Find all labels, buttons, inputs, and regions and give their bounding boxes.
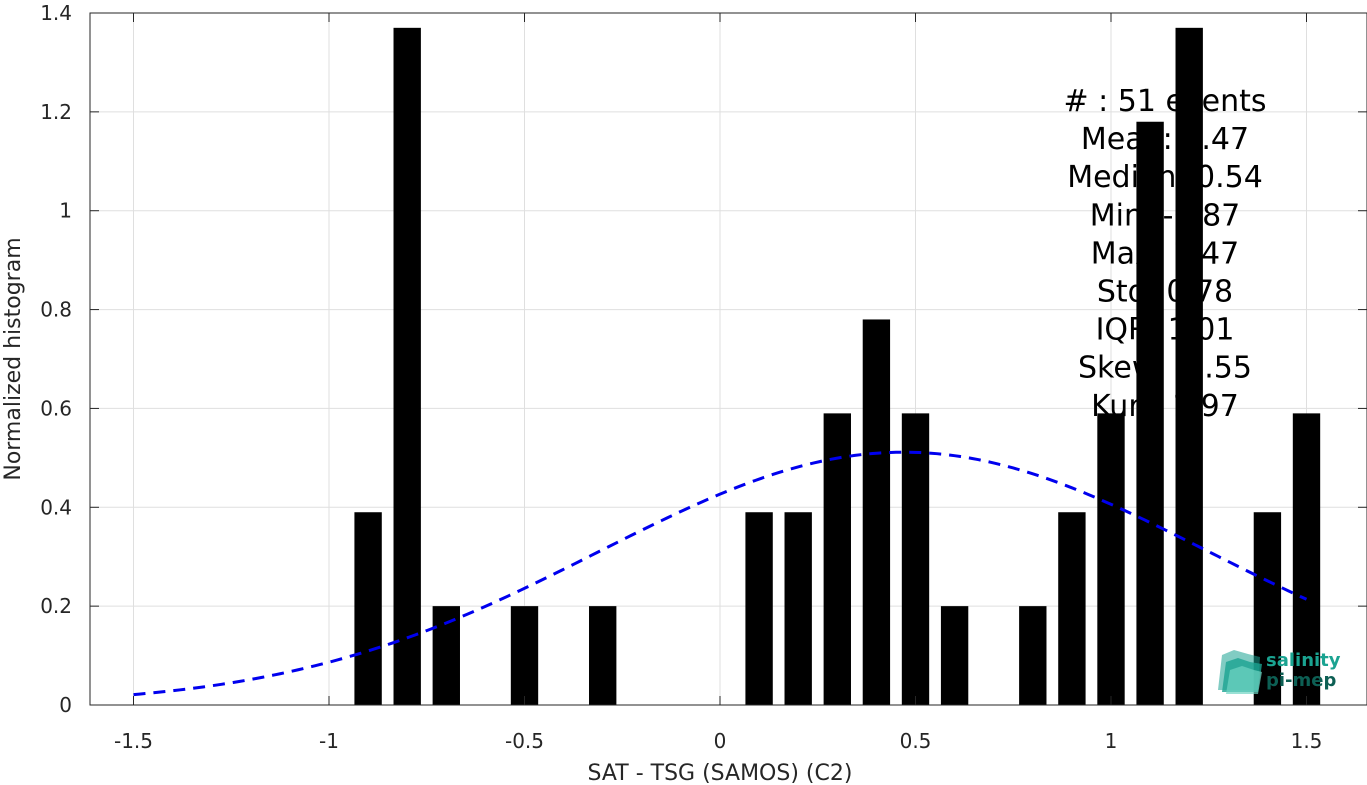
histogram-bar: [354, 512, 382, 705]
y-axis-label: Normalized histogram: [1, 237, 26, 480]
logo-waves-icon: [1218, 650, 1262, 694]
histogram-bar: [1097, 413, 1125, 705]
histogram-bars: [354, 27, 1321, 706]
x-axis-label: SAT - TSG (SAMOS) (C2): [588, 761, 853, 785]
x-tick-label: 1.5: [1291, 729, 1323, 753]
histogram-bar: [1019, 606, 1047, 705]
statistics-line: Max: 1.47: [1091, 236, 1239, 271]
y-tick-label: 0.6: [40, 396, 72, 420]
logo-text-salinity: salinity: [1266, 650, 1341, 671]
histogram-bar: [589, 606, 617, 705]
x-tick-label: -1: [319, 729, 339, 753]
histogram-bar: [393, 27, 421, 706]
normal-fit-curve: [133, 450, 1308, 697]
histogram-bar: [823, 413, 851, 705]
plot-frame: [89, 12, 1367, 706]
statistics-line: Min: -0.87: [1090, 198, 1241, 233]
x-tick-labels: -1.5 -1 -0.5 0 0.5 1 1.5: [114, 729, 1322, 753]
statistics-line: # : 51 events: [1063, 84, 1266, 119]
x-tick-label: -0.5: [505, 729, 544, 753]
histogram-bar: [1058, 512, 1086, 705]
y-tick-label: 0.2: [40, 594, 72, 618]
histogram-bar: [745, 512, 773, 705]
y-tick-label: 0.8: [40, 298, 72, 322]
histogram-bar: [1175, 27, 1203, 706]
histogram-bar: [510, 606, 539, 705]
histogram-bar: [1292, 413, 1321, 705]
x-tick-label: -1.5: [114, 729, 153, 753]
y-tick-label: 0: [59, 693, 72, 717]
histogram-bar: [432, 606, 460, 705]
histogram-bar: [940, 606, 969, 705]
salinity-pi-mep-logo: salinity pi-mep: [1218, 650, 1341, 694]
y-tick-labels: 0 0.2 0.4 0.6 0.8 1 1.2 1.4: [40, 1, 72, 717]
statistics-line: Std: 0.78: [1097, 275, 1233, 310]
histogram-bar: [901, 413, 930, 705]
axis-ticks: [90, 12, 1367, 706]
statistics-line: Skew: -0.55: [1078, 351, 1252, 386]
y-tick-label: 1.2: [40, 100, 72, 124]
statistics-line: IQR: 1.01: [1096, 313, 1235, 348]
histogram-bar: [1136, 121, 1164, 705]
logo-text-pi-mep: pi-mep: [1266, 670, 1336, 691]
statistics-line: Kurt: 1.97: [1091, 389, 1239, 424]
x-tick-label: 1: [1105, 729, 1118, 753]
y-tick-label: 1.4: [40, 1, 72, 25]
statistics-line: Mean: 0.47: [1081, 122, 1249, 157]
y-tick-label: 0.4: [40, 495, 72, 519]
histogram-bar: [784, 512, 812, 705]
x-tick-label: 0: [714, 729, 727, 753]
histogram-bar: [862, 319, 891, 705]
y-tick-label: 1: [59, 199, 72, 223]
statistics-line: Median: 0.54: [1067, 160, 1263, 195]
x-tick-label: 0.5: [900, 729, 932, 753]
